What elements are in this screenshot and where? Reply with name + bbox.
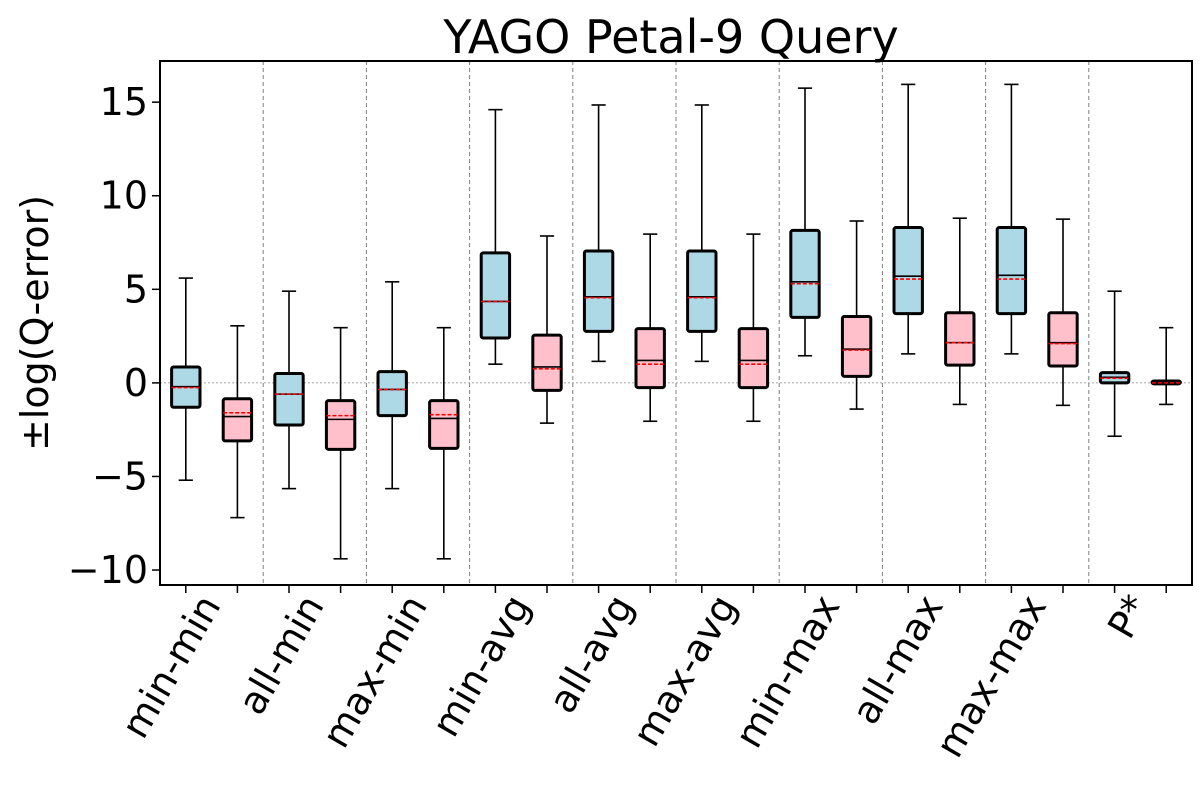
box-iqr [789,228,821,319]
x-tick-label: all-max [843,588,952,732]
x-tick-label: min-avg [423,588,539,744]
x-tick-label: all-avg [540,588,642,721]
plot-frame [159,60,1193,586]
y-tick-label: 5 [124,267,148,311]
y-tick-label: 10 [100,174,148,218]
x-tick-label: P* [1099,588,1158,646]
x-tick-label: all-min [230,588,333,722]
y-tick-label: −10 [68,548,148,592]
y-tick-label: 15 [100,80,148,124]
box-iqr [376,370,408,418]
chart-title: YAGO Petal-9 Query [442,10,898,64]
box-iqr [892,226,924,316]
box-iqr [221,397,254,443]
y-axis-label: ±log(Q-error) [13,195,57,451]
x-tick-label: min-min [113,588,230,746]
box-iqr [273,372,305,427]
box-iqr [582,249,615,333]
box-iqr [1047,311,1079,368]
x-tick-label: min-max [726,588,848,756]
x-tick-label: max-min [314,588,436,756]
y-tick-label: 0 [124,361,148,405]
y-tick-label: −5 [92,454,148,498]
x-tick-label: max-avg [624,588,745,754]
box-iqr [531,333,563,392]
box-iqr [840,314,873,378]
box-iqr [428,399,460,450]
box-iqr [479,251,512,340]
box-iqr [737,327,770,390]
box-iqr [686,249,718,333]
box-iqr [944,311,976,367]
box-iqr [995,226,1028,316]
box-iqr [634,327,666,390]
box-iqr [324,399,357,451]
